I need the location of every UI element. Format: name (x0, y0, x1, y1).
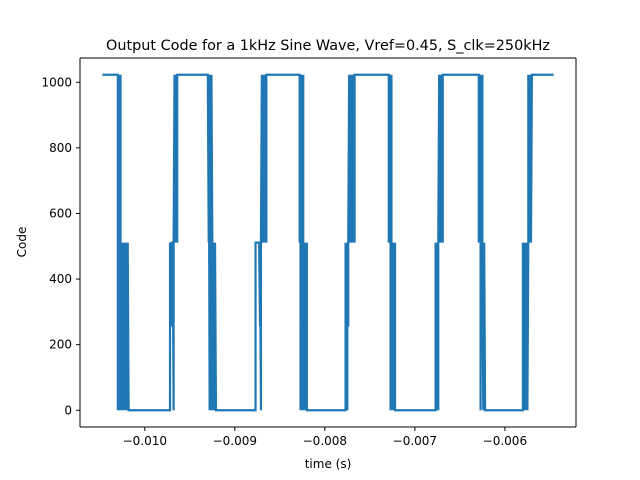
axes-frame (79, 57, 577, 428)
x-tick-label: −0.009 (213, 434, 257, 448)
y-tick-label: 600 (49, 206, 72, 220)
x-axis-label: time (s) (305, 457, 352, 471)
y-tick-label: 400 (49, 272, 72, 286)
chart-title: Output Code for a 1kHz Sine Wave, Vref=0… (106, 38, 550, 54)
y-tick-label: 0 (64, 403, 72, 417)
x-tick-label: −0.006 (483, 434, 527, 448)
x-tick-label: −0.008 (303, 434, 347, 448)
x-tick-label: −0.010 (123, 434, 167, 448)
y-axis-ticks: 0 200 400 600 800 1000 (41, 75, 80, 417)
y-tick-label: 200 (49, 338, 72, 352)
y-tick-label: 800 (49, 141, 72, 155)
x-tick-label: −0.007 (393, 434, 437, 448)
y-axis-label: Code (15, 227, 29, 258)
y-tick-label: 1000 (41, 75, 72, 89)
plot-area (102, 73, 554, 412)
series-line (102, 73, 554, 412)
x-axis-ticks: −0.010 −0.009 −0.008 −0.007 −0.006 (123, 427, 527, 448)
